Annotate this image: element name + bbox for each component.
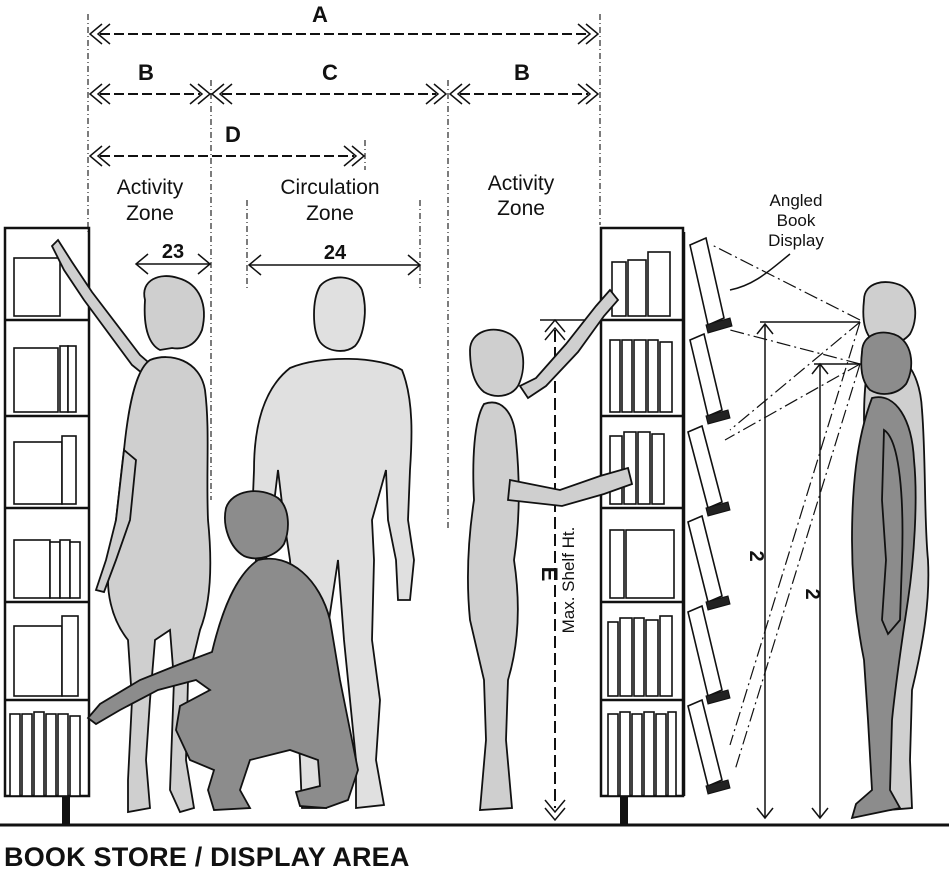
angled-book-display-label: Angled Book Display — [729, 191, 824, 291]
activity-zone-width-dimension: 23 — [134, 241, 212, 275]
right-activity-zone-label: Activity Zone — [488, 172, 555, 220]
sight-height-1-label: 2 — [745, 550, 767, 561]
dimension-c: C — [210, 60, 448, 105]
angled-book-display — [682, 232, 733, 796]
dimension-a: A — [88, 2, 600, 45]
svg-text:Activity: Activity — [488, 172, 555, 195]
svg-text:Display: Display — [768, 231, 824, 250]
sight-height-2-label: 2 — [801, 588, 823, 599]
dimension-d: D — [88, 122, 366, 167]
figure-reaching-shelf — [467, 288, 634, 811]
figure-crouching — [86, 490, 359, 811]
svg-text:Book: Book — [777, 211, 816, 230]
dimension-c-label: C — [322, 60, 338, 85]
sight-height-dimensions: 2 2 — [745, 321, 862, 820]
svg-text:Activity: Activity — [117, 176, 184, 199]
svg-text:Zone: Zone — [126, 202, 174, 225]
max-shelf-height-label: Max. Shelf Ht. — [559, 527, 578, 634]
svg-text:Zone: Zone — [306, 202, 354, 225]
page-title: BOOK STORE / DISPLAY AREA — [4, 842, 410, 872]
right-bookcase — [599, 226, 685, 826]
dimension-b-right: B — [448, 60, 600, 105]
extension-lines — [87, 14, 601, 530]
left-activity-zone-label: Activity Zone — [117, 176, 184, 225]
dimension-b-left: B — [88, 60, 212, 105]
figure-standing-front — [251, 276, 415, 810]
dimension-a-label: A — [312, 2, 328, 27]
figure-viewer-short — [850, 331, 917, 820]
circulation-zone-width-dimension: 24 — [247, 242, 422, 276]
svg-text:Angled: Angled — [770, 191, 823, 210]
dimension-d-label: D — [225, 122, 241, 147]
sight-lines — [711, 244, 861, 771]
circulation-zone-width-label: 24 — [324, 242, 347, 264]
dimension-e: E Max. Shelf Ht. — [537, 318, 600, 822]
left-bookcase — [3, 226, 91, 826]
dimension-b-left-label: B — [138, 60, 154, 85]
svg-text:Zone: Zone — [497, 197, 545, 220]
circulation-zone-label: Circulation Zone — [280, 176, 379, 225]
svg-text:Circulation: Circulation — [280, 176, 379, 199]
activity-zone-width-label: 23 — [162, 241, 184, 263]
dimension-b-right-label: B — [514, 60, 530, 85]
dimension-e-label: E — [537, 567, 562, 582]
